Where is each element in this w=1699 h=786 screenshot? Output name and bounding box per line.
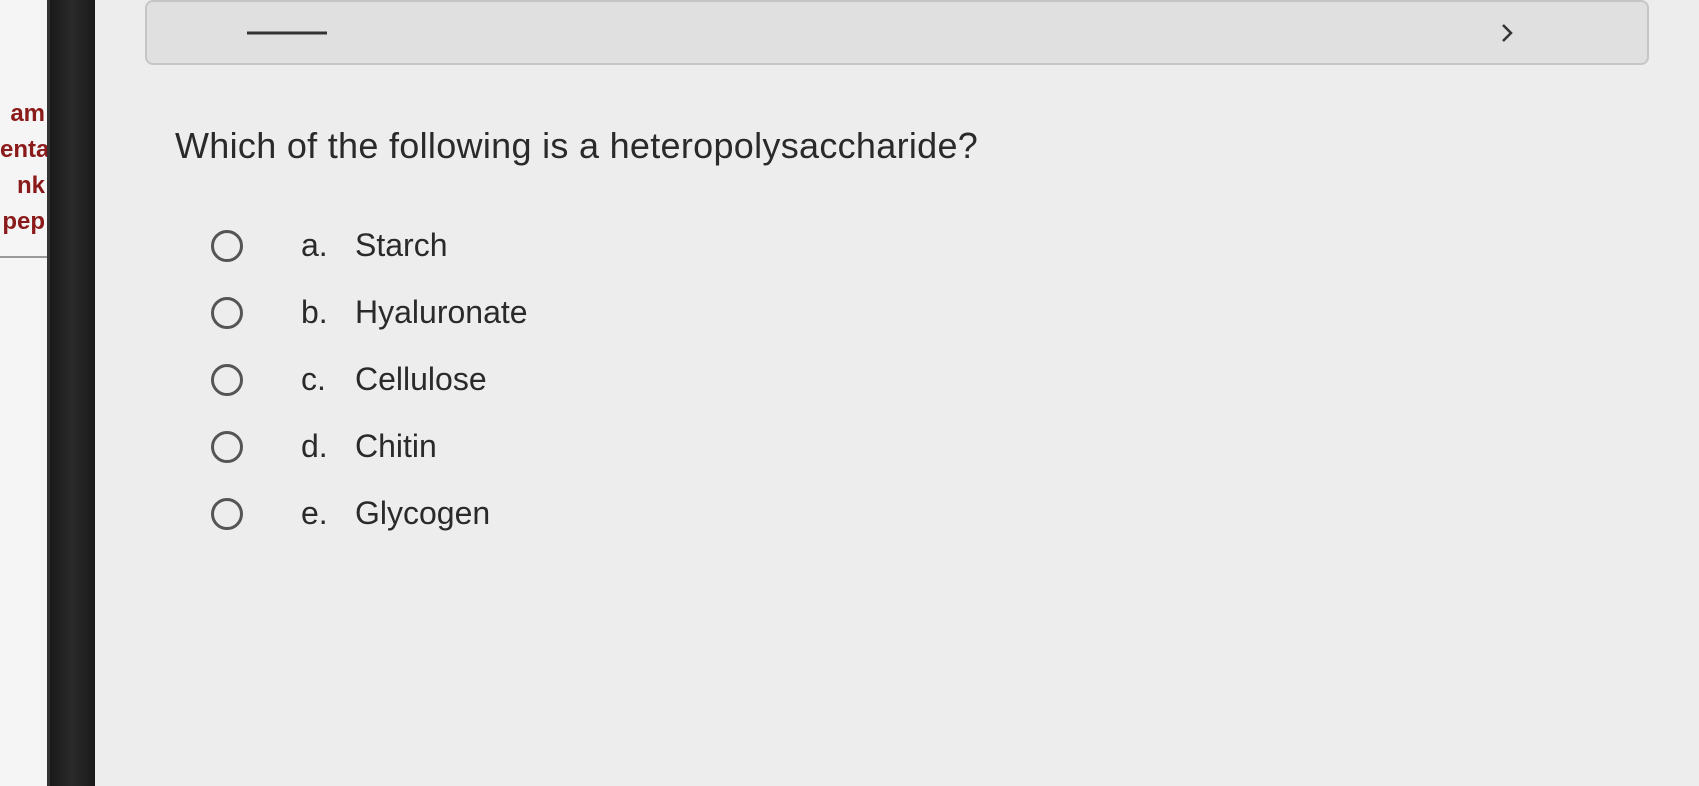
radio-a[interactable]	[211, 230, 243, 262]
option-text: Starch	[355, 227, 447, 264]
option-row-c[interactable]: c. Cellulose	[211, 361, 1619, 398]
sidebar-nav-list: am enta nk pep	[0, 100, 47, 236]
option-text: Cellulose	[355, 361, 487, 398]
radio-c[interactable]	[211, 364, 243, 396]
option-label-a: a. Starch	[301, 227, 447, 264]
question-header-bar	[145, 0, 1649, 65]
main-content-area: Which of the following is a heteropolysa…	[95, 0, 1699, 786]
option-row-d[interactable]: d. Chitin	[211, 428, 1619, 465]
option-row-b[interactable]: b. Hyaluronate	[211, 294, 1619, 331]
option-text: Glycogen	[355, 495, 490, 532]
flag-icon	[1495, 21, 1519, 45]
dark-separator-strip	[50, 0, 95, 786]
question-content: Which of the following is a heteropolysa…	[95, 65, 1699, 572]
option-letter: e.	[301, 495, 335, 532]
option-text: Hyaluronate	[355, 294, 528, 331]
question-prompt: Which of the following is a heteropolysa…	[175, 125, 1619, 167]
option-letter: b.	[301, 294, 335, 331]
option-letter: c.	[301, 361, 335, 398]
option-row-a[interactable]: a. Starch	[211, 227, 1619, 264]
option-text: Chitin	[355, 428, 437, 465]
option-label-b: b. Hyaluronate	[301, 294, 528, 331]
option-letter: d.	[301, 428, 335, 465]
nav-item-pep[interactable]: pep	[0, 208, 47, 236]
nav-item-enta[interactable]: enta	[0, 136, 47, 164]
option-label-e: e. Glycogen	[301, 495, 490, 532]
radio-e[interactable]	[211, 498, 243, 530]
option-label-c: c. Cellulose	[301, 361, 487, 398]
radio-d[interactable]	[211, 431, 243, 463]
option-letter: a.	[301, 227, 335, 264]
nav-item-am[interactable]: am	[0, 100, 47, 128]
options-list: a. Starch b. Hyaluronate c. Cellulose	[175, 227, 1619, 532]
sidebar-divider	[0, 256, 47, 258]
radio-b[interactable]	[211, 297, 243, 329]
option-label-d: d. Chitin	[301, 428, 437, 465]
sidebar-left-edge: am enta nk pep	[0, 0, 50, 786]
option-row-e[interactable]: e. Glycogen	[211, 495, 1619, 532]
nav-item-nk[interactable]: nk	[0, 172, 47, 200]
